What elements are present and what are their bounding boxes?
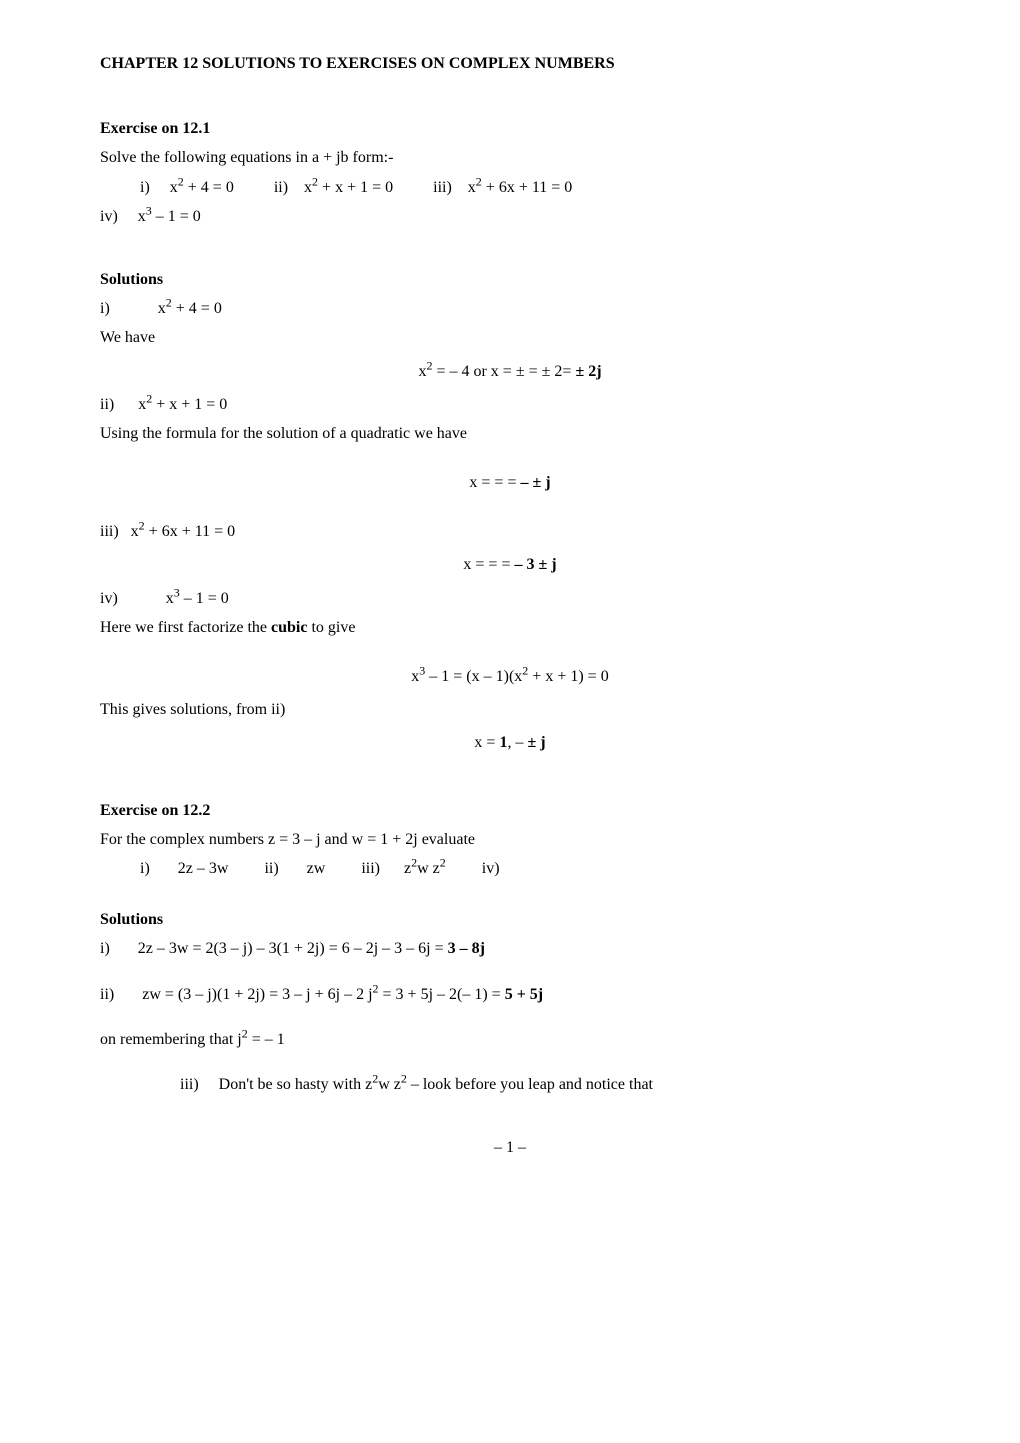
- mid: = 3 + 5j – 2(– 1) =: [379, 986, 505, 1003]
- bold: – ± j: [520, 474, 550, 491]
- label: ii): [100, 396, 114, 413]
- label: i): [140, 860, 150, 877]
- ex122-item-iii: iii) z2w z2: [361, 857, 445, 880]
- sol121-iv-eq: iv) x3 – 1 = 0: [100, 587, 920, 610]
- label: ii): [274, 179, 288, 196]
- label: iii): [180, 1076, 199, 1093]
- sol121-iv-followup: This gives solutions, from ii): [100, 698, 920, 721]
- bold: ± 2j: [575, 363, 601, 380]
- pre: 2z – 3w = 2(3 – j) – 3(1 + 2j) = 6 – 2j …: [138, 940, 448, 957]
- bold: 5 + 5j: [505, 986, 543, 1003]
- sol121-ii-result: x = = = – ± j: [100, 471, 920, 494]
- eq-lhs: x: [468, 179, 476, 196]
- sol121-i-eq: i) x2 + 4 = 0: [100, 297, 920, 320]
- sup2: 2: [440, 856, 446, 870]
- ex121-item-iv: iv) x3 – 1 = 0: [100, 205, 920, 228]
- pre: zw = (3 – j)(1 + 2j) = 3 – j + 6j – 2 j: [142, 986, 372, 1003]
- bold: 3 – 8j: [448, 940, 485, 957]
- sol121-iv-result: x = 1, – ± j: [100, 731, 920, 754]
- pre: on remembering that j: [100, 1031, 242, 1048]
- sol122-remember: on remembering that j2 = – 1: [100, 1028, 920, 1051]
- exercise-12-1-items-row1: i) x2 + 4 = 0 ii) x2 + x + 1 = 0 iii) x2…: [140, 176, 920, 199]
- solutions-heading-1: Solutions: [100, 268, 920, 291]
- tail: to give: [307, 619, 355, 636]
- label: ii): [264, 860, 278, 877]
- mid: , –: [507, 734, 527, 751]
- ex121-item-ii: ii) x2 + x + 1 = 0: [274, 176, 393, 199]
- eq-lhs: x: [131, 523, 139, 540]
- eq-lhs: x: [304, 179, 312, 196]
- label: i): [140, 179, 150, 196]
- val: zw: [307, 860, 326, 877]
- sol121-ii-text: Using the formula for the solution of a …: [100, 422, 920, 445]
- sol122-ii: ii) zw = (3 – j)(1 + 2j) = 3 – j + 6j – …: [100, 983, 920, 1006]
- mid: w z: [378, 1076, 401, 1093]
- tail: + x + 1) = 0: [528, 668, 608, 685]
- sol121-i-result: x2 = – 4 or x = ± = ± 2= ± 2j: [100, 360, 920, 383]
- pre: x = = =: [469, 474, 520, 491]
- sol122-i: i) 2z – 3w = 2(3 – j) – 3(1 + 2j) = 6 – …: [100, 937, 920, 960]
- exercise-12-2-intro: For the complex numbers z = 3 – j and w …: [100, 828, 920, 851]
- sol122-iii: iii) Don't be so hasty with z2w z2 – loo…: [180, 1073, 920, 1096]
- val: 2z – 3w: [178, 860, 229, 877]
- mid: – 1 = (x – 1)(x: [425, 668, 522, 685]
- bold: cubic: [271, 619, 307, 636]
- eq-rhs: + 4 = 0: [184, 179, 234, 196]
- ex122-item-ii: ii) zw: [264, 857, 325, 880]
- tail: – look before you leap and notice that: [407, 1076, 653, 1093]
- exercise-12-2-heading: Exercise on 12.2: [100, 799, 920, 822]
- label: ii): [100, 986, 114, 1003]
- eq-lhs: x: [166, 590, 174, 607]
- eq-rhs: + 6x + 11 = 0: [482, 179, 572, 196]
- sol121-ii-eq: ii) x2 + x + 1 = 0: [100, 393, 920, 416]
- pre: Here we first factorize the: [100, 619, 271, 636]
- label: iv): [100, 208, 118, 225]
- sol121-iv-text: Here we first factorize the cubic to giv…: [100, 616, 920, 639]
- mid: = – 4 or x = ± = ± 2=: [432, 363, 575, 380]
- mid: w z: [417, 860, 440, 877]
- pre: x = = =: [463, 556, 514, 573]
- solutions-heading-2: Solutions: [100, 908, 920, 931]
- ex122-item-iv: iv): [482, 857, 500, 880]
- ex122-item-i: i) 2z – 3w: [140, 857, 228, 880]
- ex121-item-iii: iii) x2 + 6x + 11 = 0: [433, 176, 572, 199]
- eq-rhs: + x + 1 = 0: [318, 179, 393, 196]
- label: iii): [433, 179, 452, 196]
- eq-rhs: + x + 1 = 0: [152, 396, 227, 413]
- chapter-title: CHAPTER 12 SOLUTIONS TO EXERCISES ON COM…: [100, 52, 920, 75]
- sol121-iv-factor: x3 – 1 = (x – 1)(x2 + x + 1) = 0: [100, 665, 920, 688]
- exercise-12-2-items: i) 2z – 3w ii) zw iii) z2w z2 iv): [140, 857, 920, 880]
- page-number: – 1 –: [100, 1136, 920, 1159]
- tail: = – 1: [248, 1031, 285, 1048]
- eq-rhs: + 4 = 0: [172, 300, 222, 317]
- eq-rhs: – 1 = 0: [152, 208, 201, 225]
- bold2: ± j: [527, 734, 545, 751]
- sol121-iii-result: x = = = – 3 ± j: [100, 553, 920, 576]
- sol121-iii-eq: iii) x2 + 6x + 11 = 0: [100, 520, 920, 543]
- eq-lhs: x: [170, 179, 178, 196]
- pre: x =: [474, 734, 499, 751]
- sol121-i-we-have: We have: [100, 326, 920, 349]
- pre: Don't be so hasty with z: [219, 1076, 373, 1093]
- exercise-12-1-intro: Solve the following equations in a + jb …: [100, 146, 920, 169]
- bold: – 3 ± j: [514, 556, 556, 573]
- eq-rhs: + 6x + 11 = 0: [145, 523, 235, 540]
- label: i): [100, 940, 110, 957]
- label: iv): [100, 590, 118, 607]
- label: iii): [361, 860, 380, 877]
- label: iii): [100, 523, 119, 540]
- label: iv): [482, 860, 500, 877]
- exercise-12-1-heading: Exercise on 12.1: [100, 117, 920, 140]
- eq-rhs: – 1 = 0: [180, 590, 229, 607]
- eq-lhs: x: [138, 208, 146, 225]
- eq-lhs: x: [158, 300, 166, 317]
- label: i): [100, 300, 110, 317]
- ex121-item-i: i) x2 + 4 = 0: [140, 176, 234, 199]
